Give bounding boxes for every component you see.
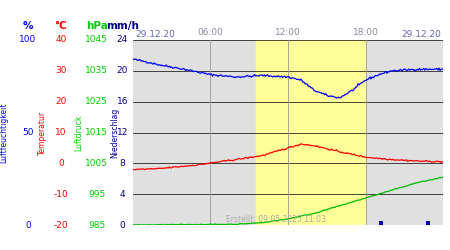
Text: 0: 0 (58, 159, 63, 168)
Text: 20: 20 (55, 97, 67, 106)
Text: 1045: 1045 (86, 36, 108, 44)
Text: 12: 12 (117, 128, 128, 137)
Text: Luftdruck: Luftdruck (74, 114, 83, 151)
Text: mm/h: mm/h (106, 21, 139, 31)
Text: °C: °C (54, 21, 67, 31)
Text: 1015: 1015 (85, 128, 108, 137)
Text: Niederschlag: Niederschlag (110, 108, 119, 158)
Text: 995: 995 (88, 190, 105, 199)
Text: 12:00: 12:00 (275, 28, 301, 37)
Text: 8: 8 (120, 159, 125, 168)
Bar (426, 221, 430, 225)
Text: 06:00: 06:00 (198, 28, 223, 37)
Text: Erstellt: 09.05.2025 11:03: Erstellt: 09.05.2025 11:03 (226, 215, 326, 224)
Text: 100: 100 (19, 36, 36, 44)
Text: 1025: 1025 (86, 97, 108, 106)
Text: 29.12.20: 29.12.20 (401, 30, 441, 39)
Bar (256, 40, 365, 225)
Bar (379, 221, 383, 225)
Text: hPa: hPa (86, 21, 108, 31)
Text: 1005: 1005 (85, 159, 108, 168)
Text: -10: -10 (54, 190, 68, 199)
Text: 4: 4 (120, 190, 125, 199)
Text: 40: 40 (55, 36, 67, 44)
Text: 30: 30 (55, 66, 67, 75)
Text: %: % (22, 21, 33, 31)
Text: 18:00: 18:00 (353, 28, 378, 37)
Text: 50: 50 (22, 128, 34, 137)
Text: 16: 16 (117, 97, 128, 106)
Text: 24: 24 (117, 36, 128, 44)
Text: 1035: 1035 (85, 66, 108, 75)
Text: -20: -20 (54, 220, 68, 230)
Text: 29.12.20: 29.12.20 (135, 30, 175, 39)
Bar (133, 40, 256, 225)
Text: Luftfeuchtigkeit: Luftfeuchtigkeit (0, 102, 8, 163)
Text: 985: 985 (88, 220, 105, 230)
Bar (365, 40, 443, 225)
Text: Temperatur: Temperatur (38, 110, 47, 154)
Text: 0: 0 (120, 220, 125, 230)
Text: 10: 10 (55, 128, 67, 137)
Text: 0: 0 (25, 220, 31, 230)
Text: 20: 20 (117, 66, 128, 75)
